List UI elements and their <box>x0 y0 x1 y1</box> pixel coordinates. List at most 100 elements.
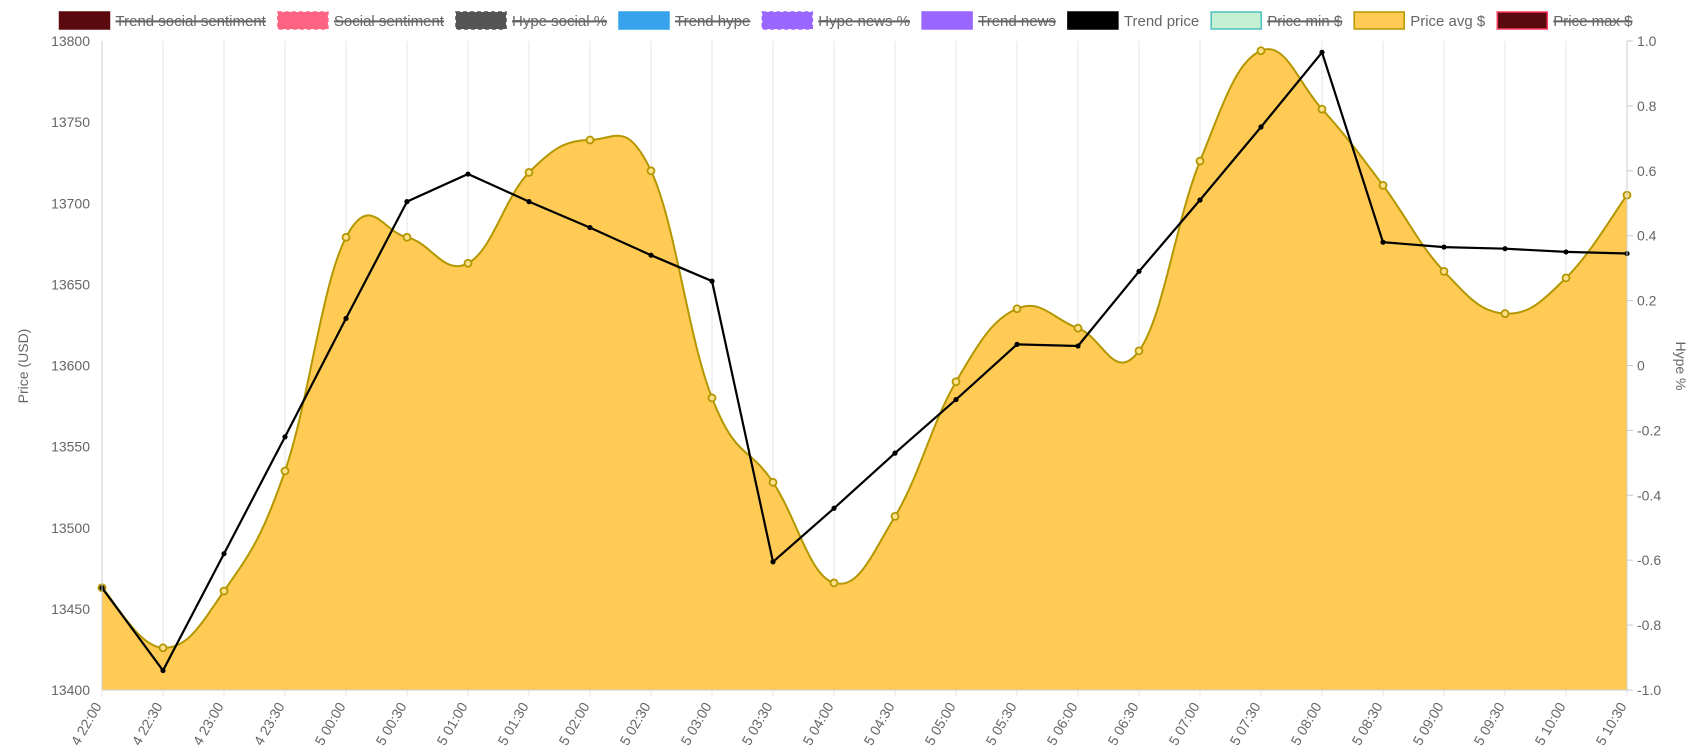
price-avg-point <box>829 578 839 588</box>
x-tick-label: 5 08:30 <box>1348 699 1385 748</box>
x-tick-label: 5 05:30 <box>982 699 1019 748</box>
x-tick-label: 5 01:30 <box>494 699 531 748</box>
y-right-tick-label: 0.4 <box>1637 228 1657 244</box>
x-tick-label: 5 09:00 <box>1409 699 1446 748</box>
price-avg-point <box>1500 309 1510 318</box>
trend-price-point <box>953 396 959 403</box>
x-tick-label: 5 00:00 <box>311 699 348 748</box>
trend-price-line <box>101 50 1628 673</box>
trend-price-point <box>1563 249 1569 255</box>
x-tick-label: 4 23:30 <box>250 699 287 748</box>
trend-price-point <box>1502 246 1508 252</box>
legend-swatch <box>761 11 814 30</box>
legend-swatch <box>277 11 329 30</box>
legend-swatch <box>455 11 507 30</box>
price-avg-point <box>585 135 595 145</box>
x-tick-label: 5 07:00 <box>1165 699 1202 748</box>
trend-price-point <box>404 199 410 205</box>
trend-price-point <box>1319 49 1325 55</box>
trend-price-point <box>526 199 532 205</box>
price-avg-point <box>1378 181 1388 190</box>
y-left-tick-label: 13400 <box>51 682 90 698</box>
price-avg-point <box>890 511 900 521</box>
trend-price-point <box>465 171 471 177</box>
x-tick-label: 5 00:30 <box>372 699 409 748</box>
plot-area <box>97 46 1632 690</box>
price-avg-point <box>524 168 534 177</box>
x-tick-label: 4 22:30 <box>128 699 165 748</box>
legend-item: Trend hype <box>618 11 751 30</box>
x-tick-label: 5 09:30 <box>1470 699 1507 748</box>
x-tick-label: 5 03:30 <box>738 699 775 748</box>
y-left-tick-label: 13500 <box>51 520 90 536</box>
x-tick-label: 5 06:30 <box>1104 699 1141 748</box>
price-avg-point <box>219 586 229 596</box>
y-right-tick-label: -0.8 <box>1637 617 1661 633</box>
trend-price-point <box>282 434 288 440</box>
y-right-tick-label: 0 <box>1637 358 1645 374</box>
x-tick-label: 5 10:00 <box>1531 699 1568 748</box>
x-tick-label: 5 06:00 <box>1043 699 1080 748</box>
y-axis-left-title: Price (USD) <box>15 329 31 404</box>
legend-item: Price min $ <box>1210 11 1343 30</box>
legend-item: Trend news <box>921 11 1056 30</box>
price-avg-point <box>951 377 961 387</box>
y-right-tick-label: 0.2 <box>1637 293 1657 309</box>
y-left-tick-label: 13650 <box>51 276 90 292</box>
trend-price-point <box>831 505 837 511</box>
y-left-tick-label: 13600 <box>51 358 90 374</box>
legend-item: Price max $ <box>1496 11 1633 30</box>
y-right-tick-label: 1.0 <box>1637 33 1657 49</box>
trend-price-point <box>770 559 776 565</box>
legend-item: Price avg $ <box>1353 11 1486 30</box>
trend-price-point <box>1380 239 1386 245</box>
legend-label: Trend price <box>1124 13 1199 30</box>
price-avg-point <box>1195 156 1205 166</box>
x-tick-label: 5 01:00 <box>433 699 470 748</box>
y-right-tick-label: -0.4 <box>1637 487 1661 503</box>
trend-price-point <box>1014 341 1020 348</box>
x-tick-label: 5 07:30 <box>1226 699 1263 748</box>
trend-price-point <box>1197 197 1203 203</box>
y-left-tick-label: 13800 <box>51 33 90 49</box>
price-avg-point <box>768 477 778 487</box>
x-tick-label: 5 08:00 <box>1287 699 1324 748</box>
legend-swatch <box>1353 11 1405 30</box>
trend-price-point <box>1441 244 1447 250</box>
y-right-tick-label: -0.2 <box>1637 422 1661 438</box>
trend-price-point <box>709 278 715 284</box>
x-tick-label: 5 02:30 <box>616 699 653 748</box>
x-tick-label: 5 10:30 <box>1592 699 1629 748</box>
x-tick-label: 5 05:00 <box>921 699 958 748</box>
y-left-tick-label: 13450 <box>51 601 90 617</box>
trend-price-point <box>1075 343 1081 349</box>
legend-swatch <box>1496 11 1549 30</box>
trend-price-point <box>587 224 593 231</box>
price-avg-point <box>1317 104 1327 114</box>
trend-price-point <box>648 252 654 258</box>
trend-price-point <box>160 667 166 674</box>
legend-item: Hype news % <box>761 11 911 30</box>
price-avg-point <box>1256 46 1266 56</box>
price-avg-point <box>646 166 656 176</box>
x-tick-label: 5 02:00 <box>555 699 592 748</box>
y-left-tick-label: 13750 <box>51 114 90 130</box>
x-tick-label: 5 04:00 <box>799 699 836 748</box>
price-avg-point <box>1134 346 1144 356</box>
y-left-tick-label: 13700 <box>51 195 90 211</box>
price-avg-point <box>1012 304 1022 314</box>
legend-item: Trend social sentiment <box>58 11 267 30</box>
price-avg-point <box>280 466 290 476</box>
legend-swatch <box>921 11 973 30</box>
legend-item: Trend price <box>1067 11 1199 30</box>
y-right-tick-label: 0.8 <box>1637 98 1657 114</box>
legend-item: Hype social % <box>455 11 608 30</box>
x-tick-label: 4 22:00 <box>67 699 104 748</box>
legend-swatch <box>58 11 111 30</box>
y-left-tick-label: 13550 <box>51 439 90 455</box>
price-avg-point <box>402 232 412 242</box>
price-avg-point <box>1561 273 1571 283</box>
y-right-tick-label: -1.0 <box>1637 682 1661 698</box>
